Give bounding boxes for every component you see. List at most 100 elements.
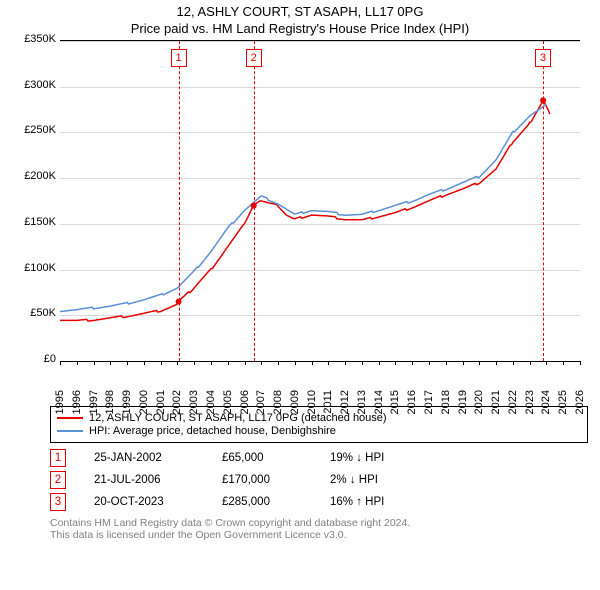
x-tick [194,361,195,365]
legend-row: HPI: Average price, detached house, Denb… [57,425,581,437]
event-delta: 16% ↑ HPI [330,496,420,508]
event-date: 25-JAN-2002 [94,452,194,464]
x-tick [245,361,246,365]
x-axis-label: 2022 [507,390,519,430]
x-tick [295,361,296,365]
footer-line-2: This data is licensed under the Open Gov… [50,529,588,541]
y-axis-label: £200K [14,170,56,182]
event-marker-box: 3 [535,49,551,67]
event-delta: 2% ↓ HPI [330,474,420,486]
event-line [179,41,180,361]
x-tick [496,361,497,365]
event-date: 21-JUL-2006 [94,474,194,486]
event-number-box: 1 [50,449,66,467]
plot-area: 1 2 3 [60,40,580,362]
x-axis-label: 2010 [306,390,318,430]
x-axis-label: 2007 [255,390,267,430]
x-axis-label: 2013 [356,390,368,430]
events-row: 1 25-JAN-2002 £65,000 19% ↓ HPI [50,449,588,467]
event-number-box: 3 [50,493,66,511]
footer-line-1: Contains HM Land Registry data © Crown c… [50,517,588,529]
event-marker-box: 2 [246,49,262,67]
y-axis-label: £150K [14,216,56,228]
x-axis-label: 2019 [457,390,469,430]
x-axis-label: 2015 [389,390,401,430]
y-axis-label: £350K [14,33,56,45]
x-axis-label: 2020 [473,390,485,430]
chart-svg [60,41,580,361]
x-tick [412,361,413,365]
x-axis-label: 1997 [88,390,100,430]
series-line-property [60,100,550,321]
y-axis-label: £300K [14,79,56,91]
x-tick [328,361,329,365]
x-axis-label: 2021 [490,390,502,430]
x-axis-label: 2016 [406,390,418,430]
y-axis-label: £100K [14,262,56,274]
footer-attribution: Contains HM Land Registry data © Crown c… [50,517,588,541]
x-tick [429,361,430,365]
series-line-hpi [60,105,547,312]
x-tick [546,361,547,365]
x-axis-label: 2024 [540,390,552,430]
x-axis-label: 2004 [205,390,217,430]
x-axis-label: 2009 [289,390,301,430]
x-axis-label: 1996 [71,390,83,430]
x-axis-label: 2011 [322,390,334,430]
x-tick [144,361,145,365]
x-axis-label: 2017 [423,390,435,430]
x-axis-label: 2002 [171,390,183,430]
legend-row: 12, ASHLY COURT, ST ASAPH, LL17 0PG (det… [57,412,581,424]
x-axis-label: 2025 [557,390,569,430]
event-number-box: 2 [50,471,66,489]
x-tick [161,361,162,365]
x-tick [278,361,279,365]
event-line [543,41,544,361]
y-axis-label: £0 [14,353,56,365]
x-axis-label: 2008 [272,390,284,430]
x-tick [261,361,262,365]
x-tick [379,361,380,365]
gridline [60,361,580,362]
x-tick [463,361,464,365]
x-axis-label: 2018 [440,390,452,430]
x-tick [177,361,178,365]
event-marker-box: 1 [171,49,187,67]
page-title: 12, ASHLY COURT, ST ASAPH, LL17 0PG [0,4,600,19]
y-axis-label: £50K [14,307,56,319]
x-tick [395,361,396,365]
x-axis-label: 2006 [239,390,251,430]
event-price: £65,000 [222,452,302,464]
x-tick [211,361,212,365]
x-axis-label: 1995 [54,390,66,430]
x-axis-label: 2014 [373,390,385,430]
legend-swatch [57,430,83,432]
x-axis-label: 2001 [155,390,167,430]
x-tick [60,361,61,365]
x-tick [312,361,313,365]
x-tick [530,361,531,365]
page-subtitle: Price paid vs. HM Land Registry's House … [0,21,600,36]
x-tick [110,361,111,365]
events-table: 1 25-JAN-2002 £65,000 19% ↓ HPI 2 21-JUL-2006… [50,449,588,511]
x-tick [362,361,363,365]
x-tick [479,361,480,365]
events-row: 2 21-JUL-2006 £170,000 2% ↓ HPI [50,471,588,489]
x-axis-label: 1998 [104,390,116,430]
x-tick [228,361,229,365]
x-axis-label: 2026 [574,390,586,430]
x-tick [345,361,346,365]
x-tick [446,361,447,365]
event-price: £170,000 [222,474,302,486]
event-delta: 19% ↓ HPI [330,452,420,464]
x-axis-label: 2023 [524,390,536,430]
x-tick [513,361,514,365]
x-axis-label: 2005 [222,390,234,430]
x-axis-label: 1999 [121,390,133,430]
x-tick [563,361,564,365]
events-row: 320-OCT-2023£285,00016% ↑ HPI [50,493,588,511]
x-axis-label: 2012 [339,390,351,430]
x-tick [77,361,78,365]
x-axis-label: 2000 [138,390,150,430]
event-line [254,41,255,361]
